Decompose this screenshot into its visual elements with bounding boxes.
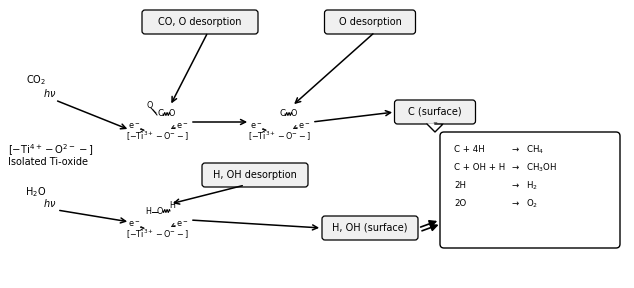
Text: $[-\mathrm{Ti}^{3+}-\mathrm{O}^{-}-]$: $[-\mathrm{Ti}^{3+}-\mathrm{O}^{-}-]$ (249, 129, 311, 143)
Text: C + 4H: C + 4H (454, 145, 485, 154)
Text: e$^-$: e$^-$ (298, 121, 310, 131)
Text: 2O: 2O (454, 200, 466, 209)
Text: $[-\mathrm{Ti}^{3+}-\mathrm{O}^{-}-]$: $[-\mathrm{Ti}^{3+}-\mathrm{O}^{-}-]$ (126, 129, 190, 143)
Text: e$^-$: e$^-$ (128, 121, 140, 131)
Text: H, OH desorption: H, OH desorption (213, 170, 297, 180)
Text: O desorption: O desorption (339, 17, 401, 27)
Text: e$^-$: e$^-$ (176, 121, 188, 131)
Polygon shape (427, 124, 443, 132)
Text: O: O (147, 101, 153, 109)
Text: $\rightarrow$  CH$_3$OH: $\rightarrow$ CH$_3$OH (510, 162, 557, 174)
Text: O: O (291, 109, 297, 118)
FancyBboxPatch shape (325, 10, 415, 34)
Text: e$^-$: e$^-$ (176, 219, 188, 229)
Text: C: C (279, 109, 285, 118)
Text: 2H: 2H (454, 181, 466, 190)
Text: e$^-$: e$^-$ (128, 219, 140, 229)
Text: H: H (145, 207, 151, 217)
Text: O: O (157, 207, 163, 217)
Text: $[-\mathrm{Ti}^{3+}-\mathrm{O}^{-}-]$: $[-\mathrm{Ti}^{3+}-\mathrm{O}^{-}-]$ (126, 228, 190, 240)
Text: Isolated Ti-oxide: Isolated Ti-oxide (8, 157, 88, 167)
Text: O: O (169, 109, 175, 118)
Text: $\rightarrow$  H$_2$: $\rightarrow$ H$_2$ (510, 180, 538, 192)
Text: CO, O desorption: CO, O desorption (158, 17, 242, 27)
Text: $h\nu$: $h\nu$ (43, 87, 56, 99)
FancyBboxPatch shape (440, 132, 620, 248)
Text: CO$_2$: CO$_2$ (26, 73, 46, 87)
FancyBboxPatch shape (322, 216, 418, 240)
Text: $[-\mathrm{Ti}^{4+}-\mathrm{O}^{2-}-]$: $[-\mathrm{Ti}^{4+}-\mathrm{O}^{2-}-]$ (8, 142, 94, 158)
Text: C (surface): C (surface) (408, 107, 462, 117)
Text: e$^-$: e$^-$ (250, 121, 262, 131)
FancyBboxPatch shape (394, 100, 476, 124)
Text: C + OH + H: C + OH + H (454, 164, 505, 173)
Text: H, OH (surface): H, OH (surface) (332, 223, 408, 233)
Text: $\rightarrow$  CH$_4$: $\rightarrow$ CH$_4$ (510, 144, 544, 156)
Text: $h\nu$: $h\nu$ (43, 197, 56, 209)
Text: C: C (157, 109, 163, 118)
FancyBboxPatch shape (142, 10, 258, 34)
Text: $\rightarrow$  O$_2$: $\rightarrow$ O$_2$ (510, 198, 538, 210)
FancyBboxPatch shape (202, 163, 308, 187)
Text: H$_2$O: H$_2$O (25, 185, 47, 199)
Text: H: H (169, 200, 175, 209)
